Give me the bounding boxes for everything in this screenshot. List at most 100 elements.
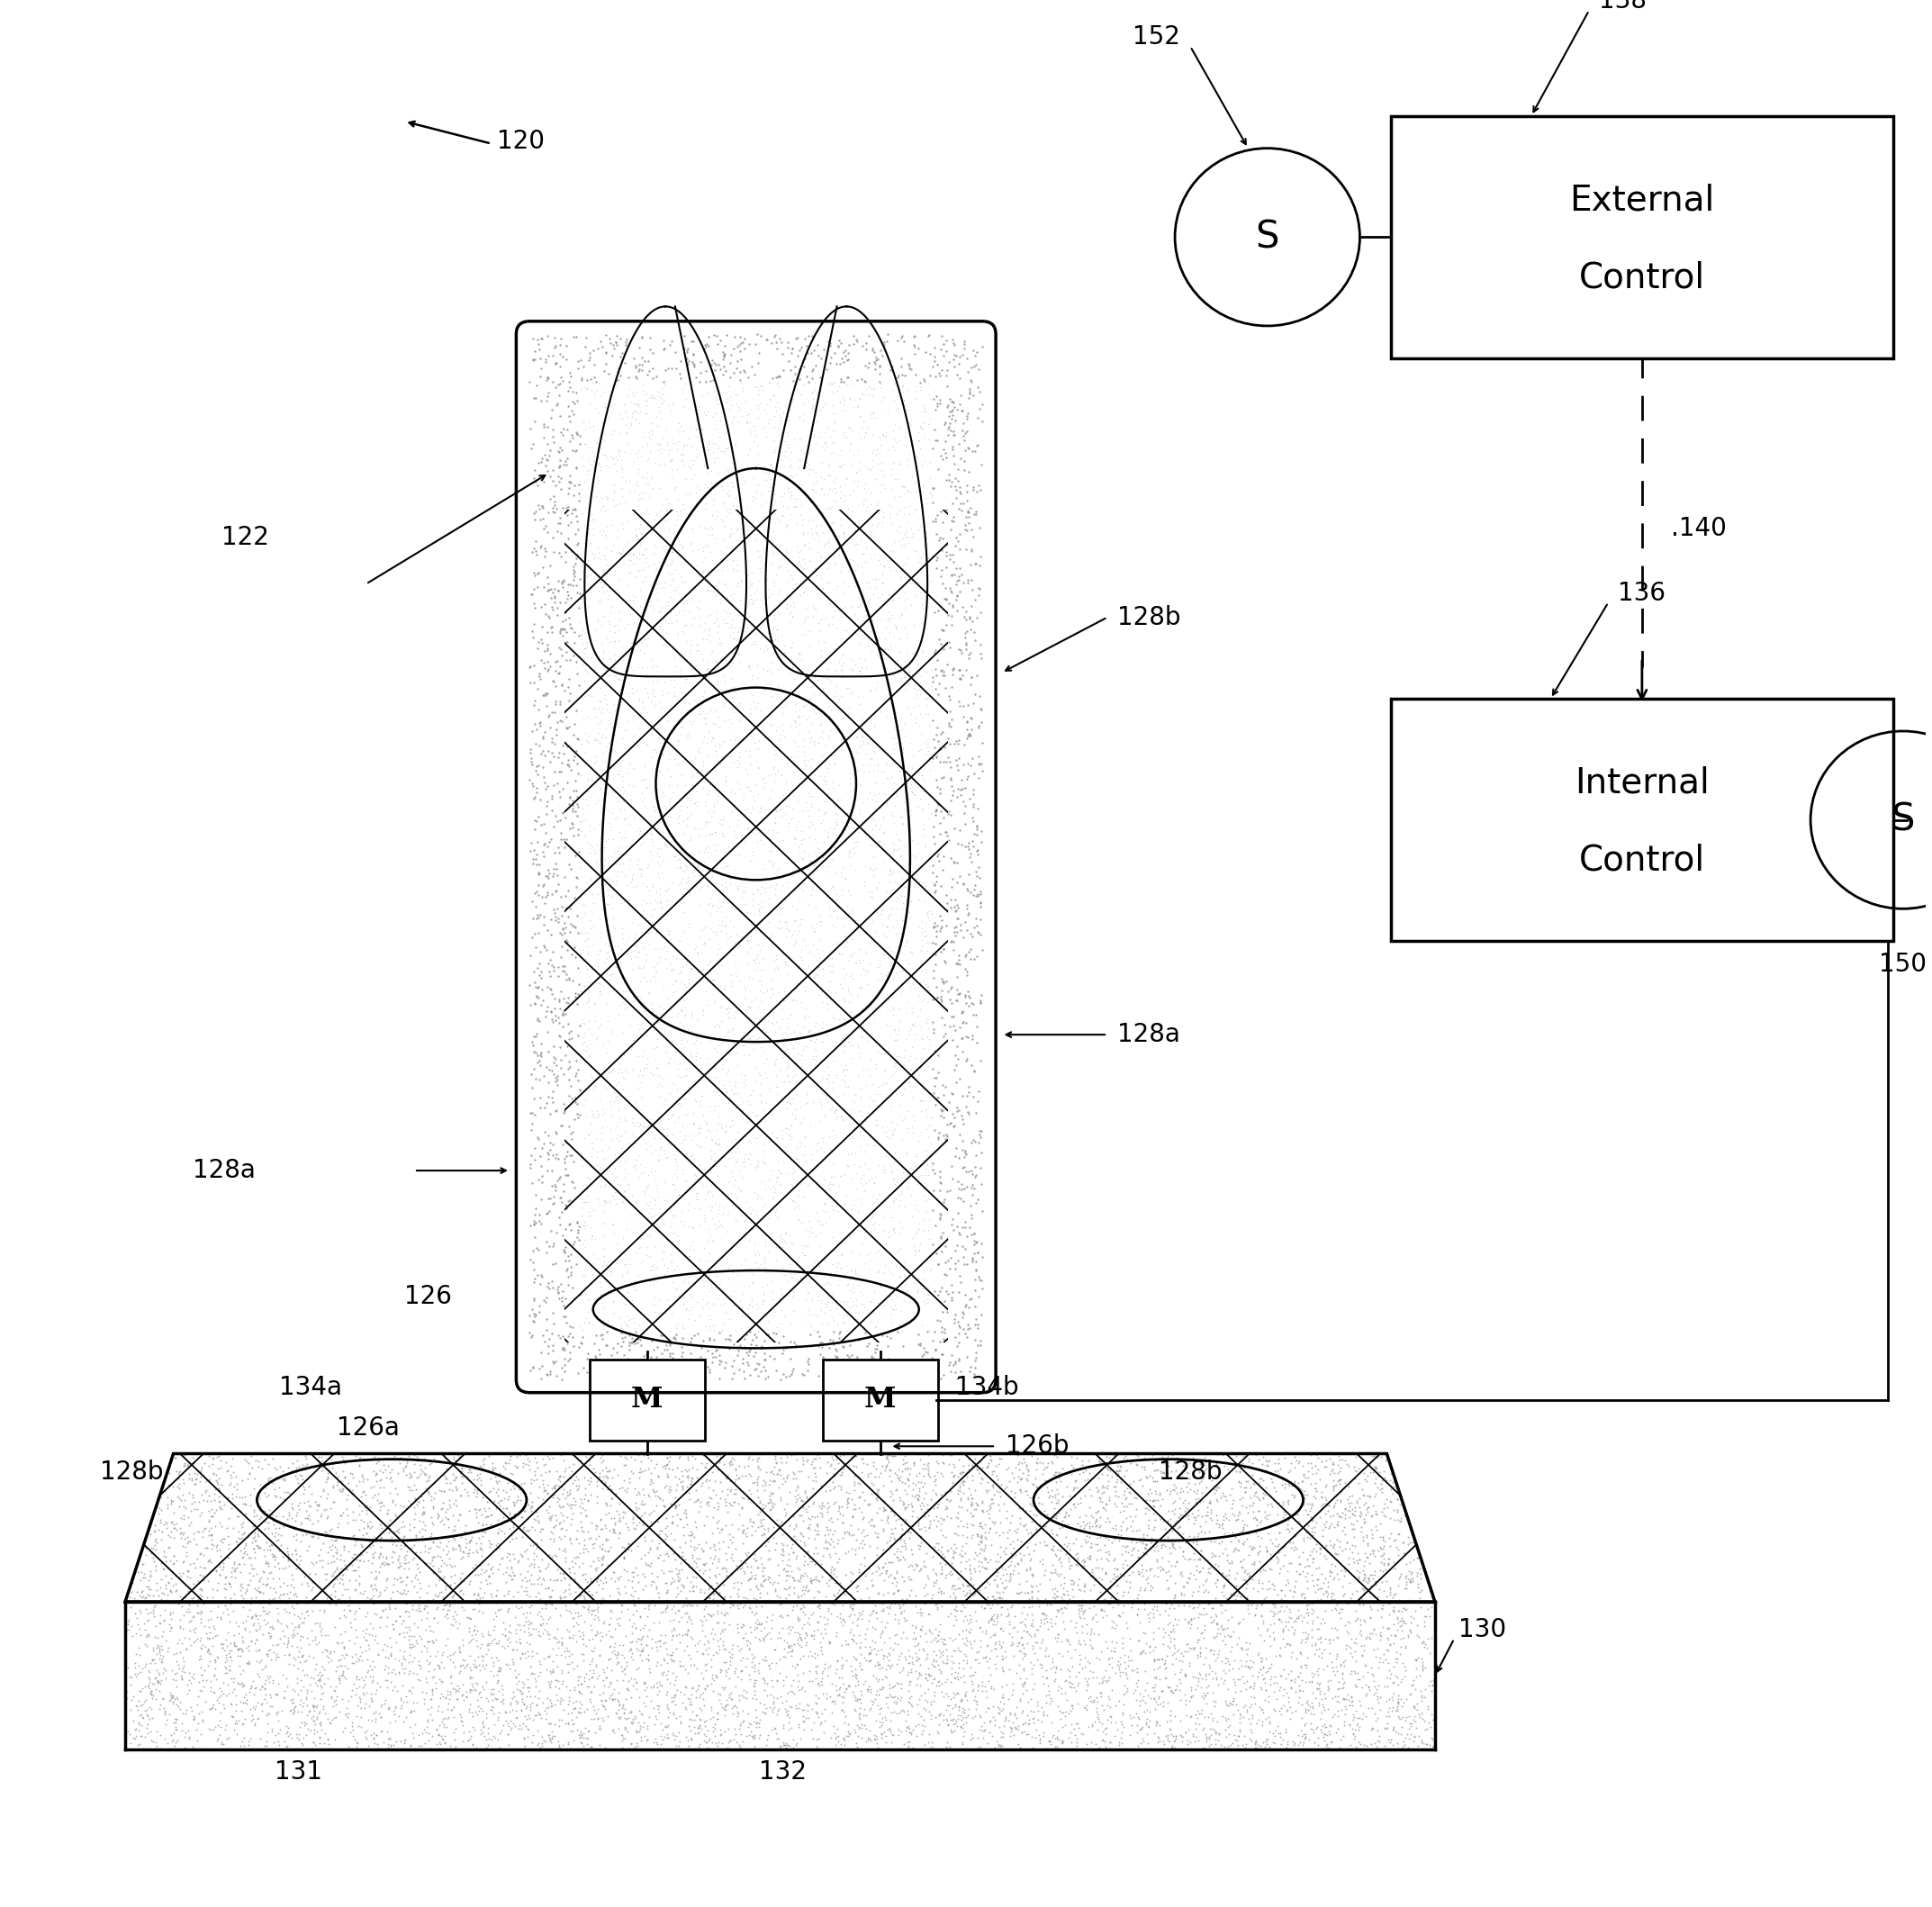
Point <box>599 479 630 509</box>
Point <box>526 385 556 416</box>
Point <box>651 934 682 965</box>
Point <box>564 816 595 847</box>
Point <box>303 1657 334 1688</box>
Point <box>821 912 852 942</box>
Point <box>551 1215 582 1245</box>
Point <box>1130 1655 1161 1686</box>
Point <box>846 1444 877 1474</box>
Point <box>562 1055 593 1085</box>
Point <box>1401 1644 1432 1674</box>
Point <box>914 1718 945 1749</box>
Point <box>842 1701 873 1732</box>
Point <box>593 1644 624 1674</box>
Point <box>694 1554 724 1585</box>
Point <box>232 1446 263 1476</box>
Point <box>862 486 893 517</box>
Point <box>363 1487 394 1518</box>
Point <box>587 1543 618 1573</box>
Point <box>520 1037 551 1068</box>
Point <box>765 1036 796 1066</box>
Point <box>155 1470 185 1501</box>
Point <box>661 454 692 484</box>
Point <box>750 1005 781 1036</box>
Point <box>740 1608 771 1638</box>
Point <box>856 877 887 908</box>
Point <box>838 515 869 545</box>
Point <box>941 1097 972 1127</box>
Point <box>696 538 726 568</box>
Point <box>744 616 775 646</box>
Point <box>701 669 732 700</box>
Point <box>298 1728 328 1758</box>
Point <box>259 1573 290 1604</box>
Point <box>128 1690 158 1720</box>
Point <box>753 582 784 612</box>
Point <box>670 1293 701 1323</box>
Point <box>775 633 806 664</box>
Point <box>952 399 983 429</box>
Point <box>850 955 881 986</box>
Point <box>537 496 568 526</box>
Point <box>396 1590 427 1621</box>
Point <box>757 1171 788 1201</box>
Point <box>456 1522 487 1552</box>
Point <box>918 1493 949 1524</box>
Point <box>933 1602 964 1632</box>
Point <box>1101 1465 1132 1495</box>
Point <box>792 1463 823 1493</box>
Point <box>1007 1621 1037 1651</box>
Point <box>798 1537 829 1568</box>
Point <box>956 1508 987 1539</box>
Point <box>696 1548 726 1579</box>
Point <box>193 1545 224 1575</box>
Point <box>1184 1598 1215 1629</box>
Point <box>838 784 869 814</box>
Point <box>537 1575 568 1606</box>
Point <box>1345 1484 1376 1514</box>
Point <box>887 1514 918 1545</box>
Point <box>699 1720 730 1751</box>
Point <box>524 1516 554 1547</box>
Point <box>609 1289 639 1320</box>
Point <box>1399 1701 1430 1732</box>
Point <box>661 967 692 997</box>
Point <box>522 1465 553 1495</box>
Point <box>1238 1468 1269 1499</box>
Point <box>694 330 724 360</box>
Point <box>554 782 585 812</box>
Point <box>149 1695 180 1726</box>
Point <box>952 1043 983 1074</box>
Point <box>1179 1733 1209 1764</box>
Point <box>904 1085 935 1116</box>
Point <box>902 1276 933 1306</box>
Point <box>601 1650 632 1680</box>
Point <box>835 978 866 1009</box>
Point <box>553 749 583 780</box>
Point <box>937 467 968 498</box>
Point <box>437 1638 468 1669</box>
Point <box>203 1590 234 1621</box>
Point <box>701 1568 732 1598</box>
Point <box>821 376 852 406</box>
Point <box>483 1667 514 1697</box>
Point <box>1126 1528 1157 1558</box>
Point <box>1399 1693 1430 1724</box>
Point <box>1184 1632 1215 1663</box>
Point <box>172 1575 203 1606</box>
Point <box>848 1175 879 1205</box>
Point <box>618 500 649 530</box>
Point <box>1294 1541 1325 1571</box>
Point <box>943 1182 974 1213</box>
Point <box>800 761 831 791</box>
Point <box>759 1121 790 1152</box>
Point <box>1034 1480 1065 1510</box>
Point <box>413 1726 444 1756</box>
Point <box>155 1684 185 1714</box>
Point <box>551 1154 582 1184</box>
Point <box>201 1663 232 1693</box>
Point <box>1105 1510 1136 1541</box>
Point <box>952 1077 983 1108</box>
Point <box>522 980 553 1011</box>
Point <box>746 1520 777 1550</box>
Point <box>1198 1621 1229 1651</box>
